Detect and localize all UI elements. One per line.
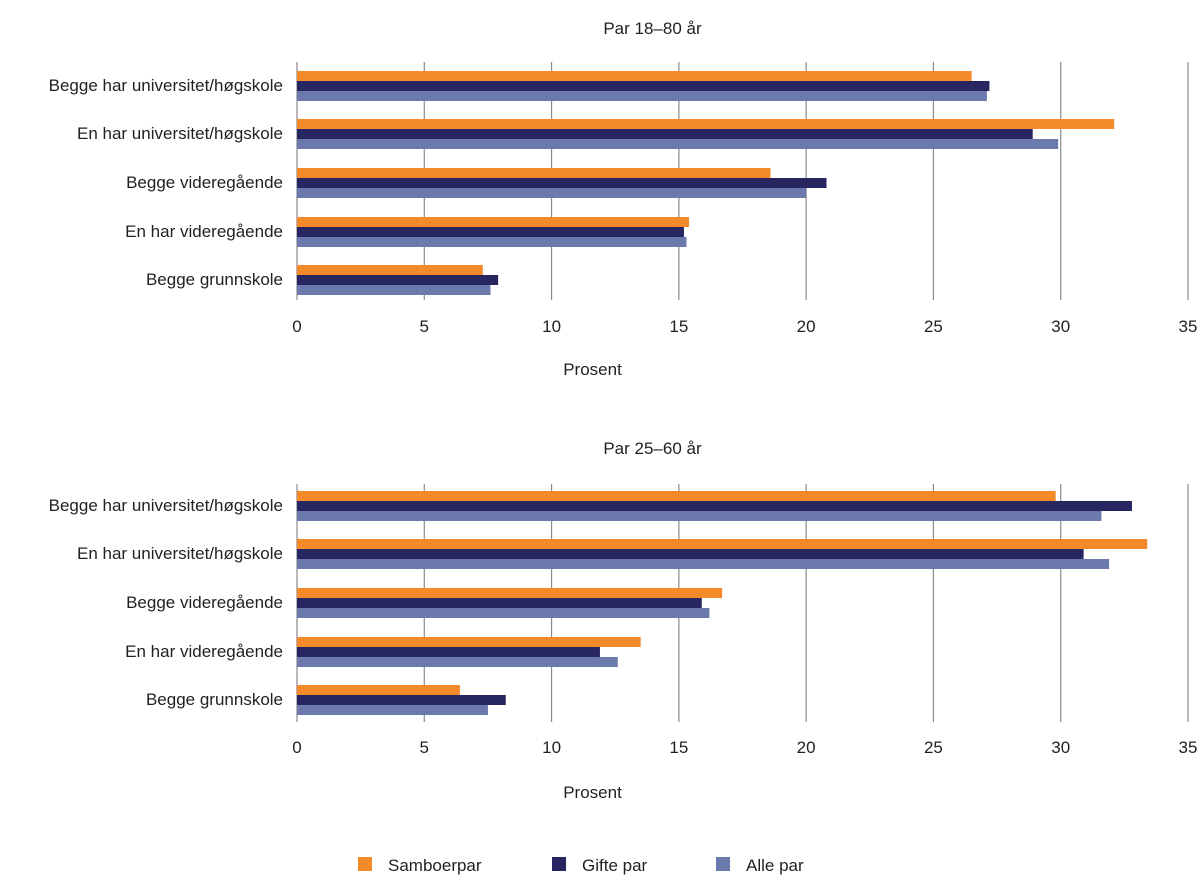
x-tick-label: 10 — [542, 317, 561, 336]
x-tick-label: 5 — [420, 317, 429, 336]
bar-alle-par — [297, 511, 1102, 521]
legend-label: Samboerpar — [388, 856, 482, 875]
legend-swatch — [716, 857, 730, 871]
x-tick-label: 0 — [292, 317, 301, 336]
legend-label: Alle par — [746, 856, 804, 875]
x-tick-label: 20 — [797, 738, 816, 757]
x-tick-label: 35 — [1179, 738, 1198, 757]
bar-samboerpar — [297, 71, 972, 81]
x-axis-label: Prosent — [563, 783, 622, 802]
bar-samboerpar — [297, 637, 641, 647]
bar-samboerpar — [297, 491, 1056, 501]
bar-samboerpar — [297, 685, 460, 695]
category-label: En har videregående — [125, 642, 283, 661]
bar-alle-par — [297, 91, 987, 101]
bar-alle-par — [297, 237, 687, 247]
bar-alle-par — [297, 559, 1110, 569]
x-tick-label: 30 — [1051, 317, 1070, 336]
category-label: Begge grunnskole — [146, 270, 283, 289]
x-tick-label: 15 — [669, 317, 688, 336]
x-tick-label: 35 — [1179, 317, 1198, 336]
legend-swatch — [552, 857, 566, 871]
bar-alle-par — [297, 705, 488, 715]
category-label: Begge har universitet/høgskole — [49, 496, 283, 515]
bar-gifte-par — [297, 549, 1084, 559]
x-tick-label: 25 — [924, 317, 943, 336]
category-label: En har universitet/høgskole — [77, 544, 283, 563]
bar-gifte-par — [297, 227, 684, 237]
bar-samboerpar — [297, 265, 483, 275]
bar-samboerpar — [297, 539, 1148, 549]
bar-samboerpar — [297, 168, 771, 178]
bar-gifte-par — [297, 275, 499, 285]
bar-samboerpar — [297, 588, 723, 598]
category-label: Begge grunnskole — [146, 690, 283, 709]
bar-gifte-par — [297, 598, 702, 608]
x-tick-label: 15 — [669, 738, 688, 757]
x-tick-label: 0 — [292, 738, 301, 757]
x-tick-label: 20 — [797, 317, 816, 336]
legend-label: Gifte par — [582, 856, 648, 875]
bar-alle-par — [297, 188, 807, 198]
category-label: En har universitet/høgskole — [77, 124, 283, 143]
bar-gifte-par — [297, 178, 827, 188]
bar-samboerpar — [297, 217, 690, 227]
x-tick-label: 30 — [1051, 738, 1070, 757]
bar-gifte-par — [297, 647, 600, 657]
bar-alle-par — [297, 285, 491, 295]
bar-samboerpar — [297, 119, 1115, 129]
x-tick-label: 5 — [420, 738, 429, 757]
category-label: Begge videregående — [126, 173, 283, 192]
legend-swatch — [358, 857, 372, 871]
bar-gifte-par — [297, 81, 990, 91]
bar-gifte-par — [297, 695, 506, 705]
bar-gifte-par — [297, 129, 1033, 139]
bar-alle-par — [297, 139, 1059, 149]
x-tick-label: 25 — [924, 738, 943, 757]
category-label: Begge har universitet/høgskole — [49, 76, 283, 95]
x-tick-label: 10 — [542, 738, 561, 757]
bar-alle-par — [297, 608, 710, 618]
bar-alle-par — [297, 657, 618, 667]
chart-title: Par 18–80 år — [603, 19, 702, 38]
category-label: Begge videregående — [126, 593, 283, 612]
chart-title: Par 25–60 år — [603, 439, 702, 458]
x-axis-label: Prosent — [563, 360, 622, 379]
bar-gifte-par — [297, 501, 1132, 511]
category-label: En har videregående — [125, 222, 283, 241]
